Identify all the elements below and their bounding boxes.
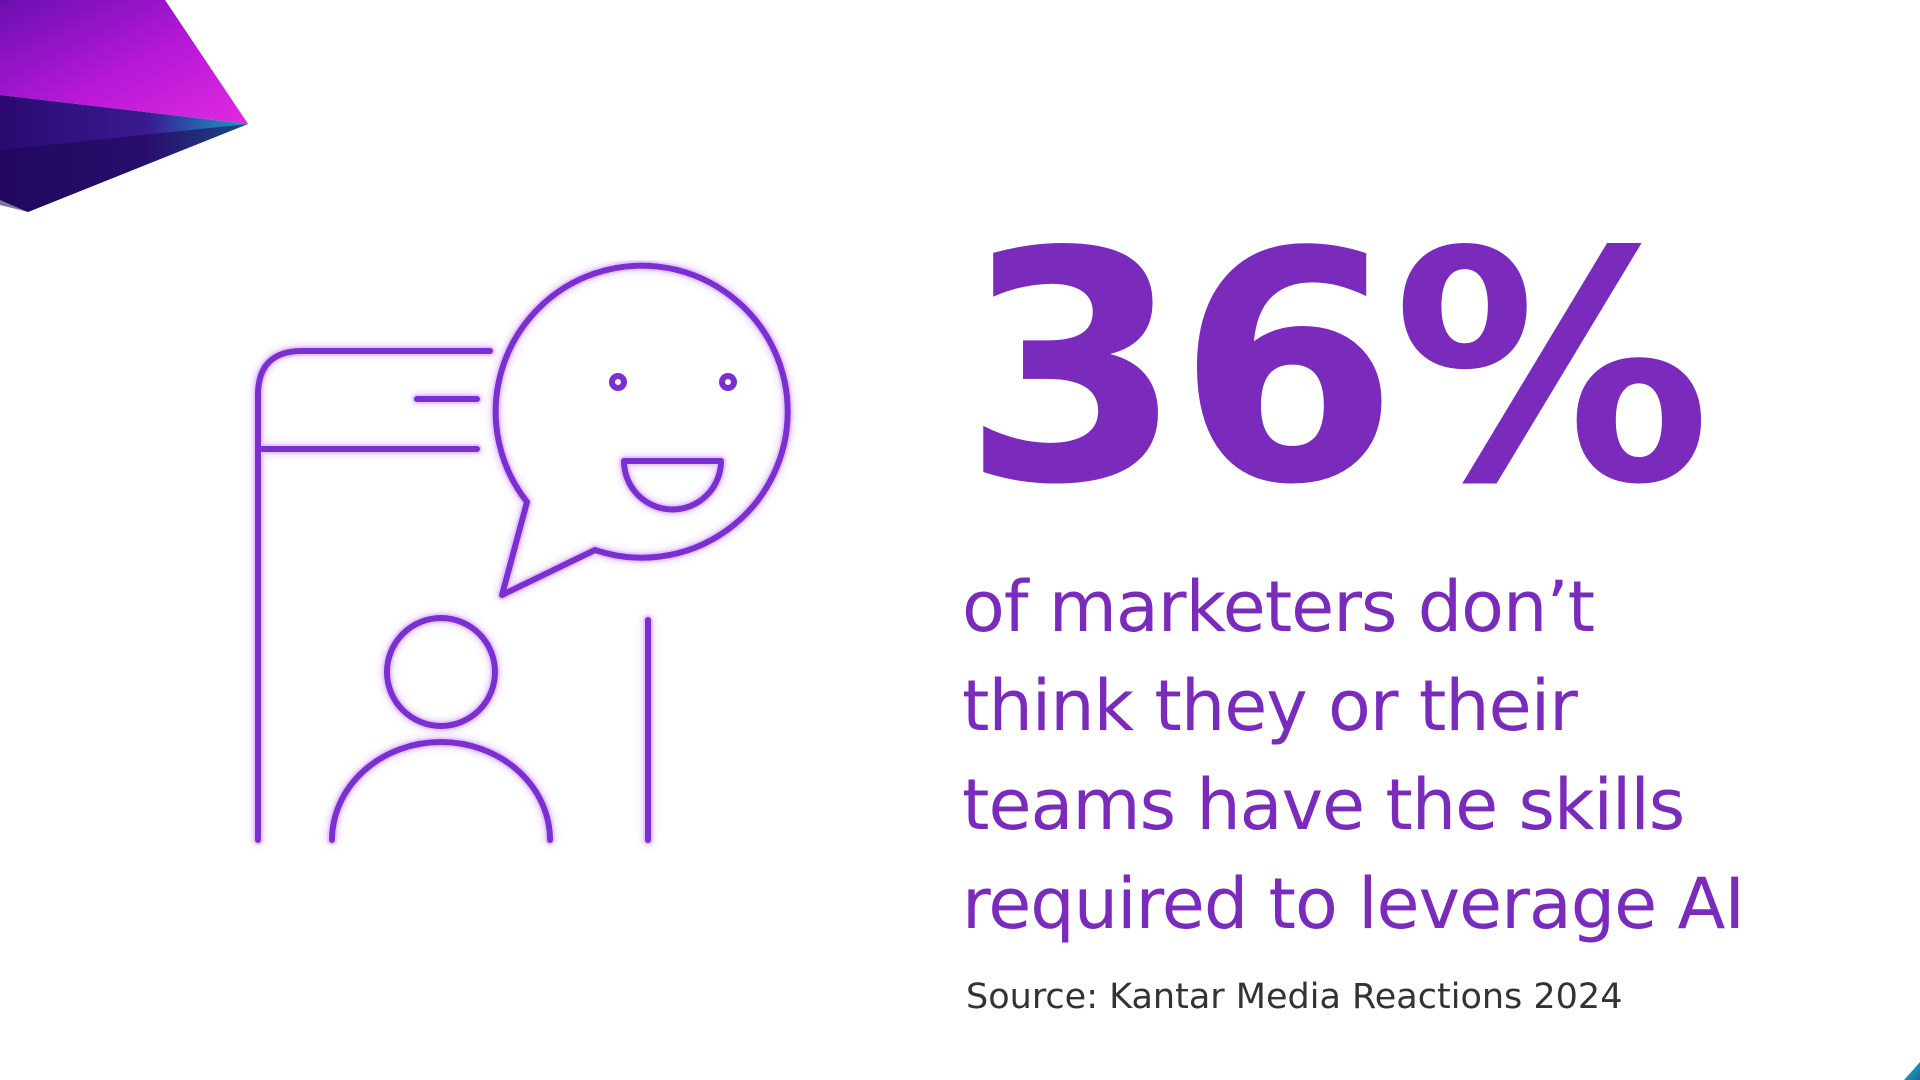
stat-description-line: required to leverage AI — [962, 863, 1745, 945]
stat-description: of marketers don’t think they or their t… — [962, 558, 1862, 954]
stat-block: 36% of marketers don’t think they or the… — [962, 210, 1862, 954]
stat-description-line: think they or their — [962, 665, 1578, 747]
corner-accent-shape — [1904, 1062, 1920, 1080]
gradient-prism-shape — [0, 0, 248, 212]
stat-description-line: of marketers don’t — [962, 566, 1595, 648]
source-text: Source: Kantar Media Reactions 2024 — [966, 977, 1623, 1017]
stat-description-line: teams have the skills — [962, 764, 1685, 846]
stat-value: 36% — [962, 184, 1711, 554]
phone-chat-person-icon — [253, 260, 793, 845]
